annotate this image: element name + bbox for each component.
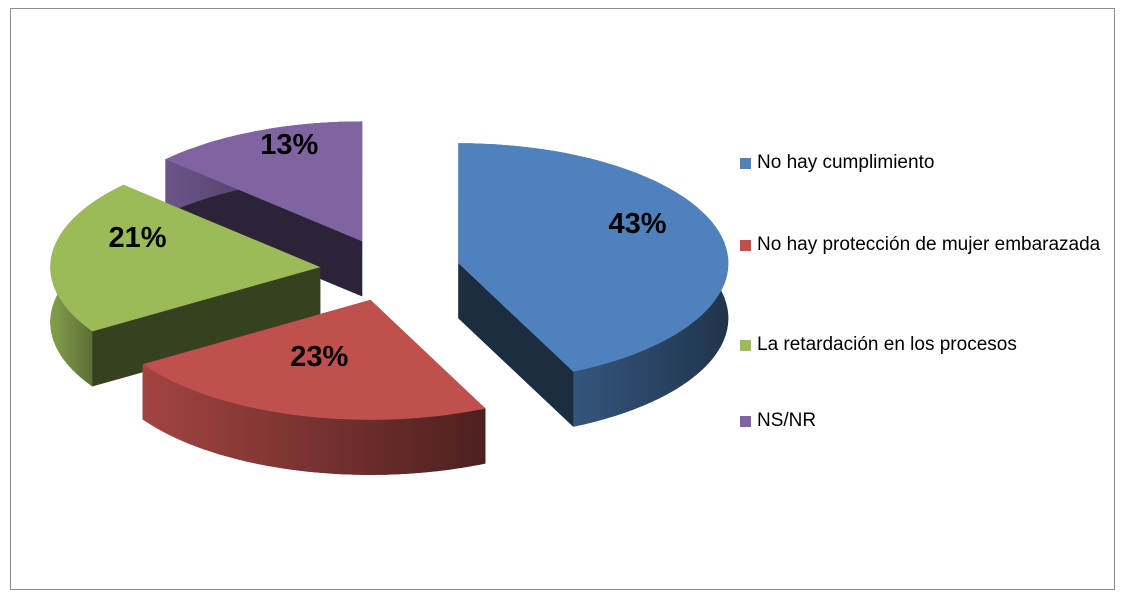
legend-swatch [740,158,751,169]
legend-swatch [740,416,751,427]
slice [458,143,729,427]
legend-item: La retardación en los procesos [740,332,1102,358]
slice-wall [142,364,486,475]
legend-item: No hay cumplimiento [740,150,1102,176]
legend-item: NS/NR [740,408,1102,434]
legend-label: No hay protección de mujer embarazada [757,234,1101,255]
slice [50,184,321,332]
data-label: 21% [109,222,167,254]
legend-label: No hay cumplimiento [757,152,935,173]
data-label: 43% [608,208,666,240]
slice [142,299,486,475]
data-label: 13% [260,129,318,161]
slice-side [458,263,574,427]
slice [165,121,363,242]
legend-swatch [740,340,751,351]
legend-label: NS/NR [757,410,817,431]
legend-item: No hay protección de mujer embarazada [740,232,1102,258]
slice [142,299,486,420]
legend-label: La retardación en los procesos [757,334,1017,355]
legend-swatch [740,240,751,251]
data-label: 23% [290,341,348,373]
slice [458,143,729,372]
slice [50,184,321,387]
